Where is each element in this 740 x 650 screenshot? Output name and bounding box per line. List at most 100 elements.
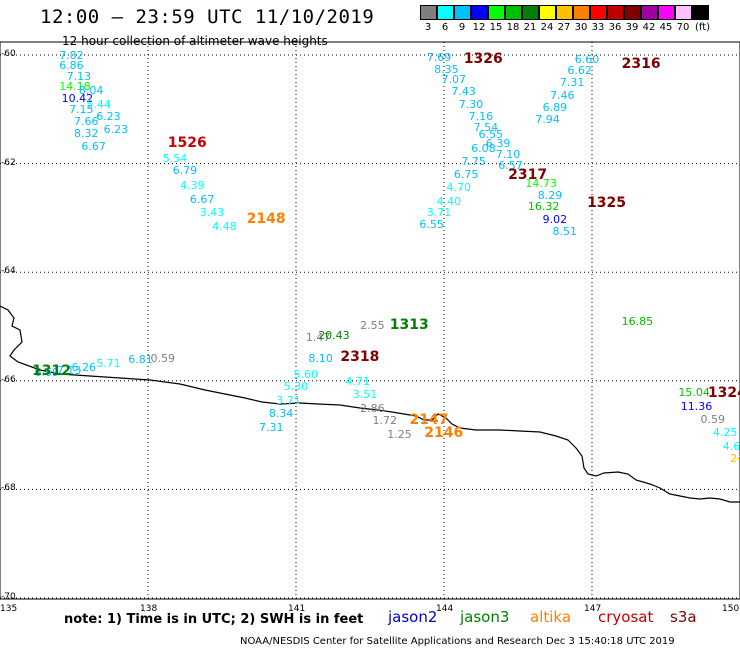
swh-value-label: 3.71 <box>426 206 452 220</box>
scale-swatch <box>675 5 692 20</box>
legend-s3a: s3a <box>670 608 697 626</box>
swh-value-label: 6.55 <box>419 218 444 232</box>
longitude-label: 141 <box>288 604 306 614</box>
swh-value-label: 24 <box>730 451 740 465</box>
swh-value-label: 6.67 <box>189 192 215 206</box>
swh-value-label: 6.89 <box>542 100 568 114</box>
legend-altika: altika <box>530 608 572 626</box>
swh-value-label: 6.60 <box>574 53 600 67</box>
swh-value-label: 7.30 <box>458 97 484 111</box>
scale-tick-label: 30 <box>574 22 588 33</box>
latitude-label: -64 <box>1 266 16 277</box>
legend-jason2: jason2 <box>388 608 438 626</box>
swh-value-label: 5.71 <box>96 357 121 371</box>
swh-value-label: 7.82 <box>59 49 84 62</box>
swh-value-label: 9.02 <box>542 212 568 226</box>
swh-value-label: 8.35 <box>434 62 459 76</box>
swh-value-label: 4.48 <box>212 220 237 234</box>
scale-swatch <box>607 5 624 20</box>
swh-value-label: 6.69 <box>34 365 60 379</box>
swh-value-label: 6.39 <box>485 136 511 150</box>
scale-swatch <box>539 5 556 20</box>
swh-value-label: 7.66 <box>74 115 99 129</box>
swh-value-label: 8.29 <box>537 188 563 202</box>
latitude-label: -62 <box>1 157 16 168</box>
swh-value-label: 3.43 <box>199 206 225 220</box>
scale-swatch <box>471 5 488 20</box>
longitude-label: 135 <box>0 604 18 614</box>
swh-value-label: 7.69 <box>426 50 452 64</box>
swh-value-label: 5.60 <box>293 367 319 381</box>
swh-value-label: 7.07 <box>441 73 467 87</box>
swh-value-label: 4.40 <box>436 194 462 208</box>
swh-value-label: 6.55 <box>478 127 504 141</box>
swh-value-label: 8.51 <box>552 224 578 238</box>
scale-tick-label: 33 <box>591 22 605 33</box>
pass-time-label: 1325 <box>587 194 627 211</box>
scale-tick-label: 21 <box>523 22 537 33</box>
pass-time-label: 1324 <box>707 384 740 401</box>
swh-value-label: 6.79 <box>172 164 198 178</box>
swh-value-label: 7.13 <box>56 363 82 377</box>
scale-tick-label: 9 <box>458 22 466 33</box>
swh-value-label: 7.16 <box>468 109 494 123</box>
antarctic-coastline <box>0 305 740 503</box>
pass-time-label: 2317 <box>508 167 548 184</box>
graticule-grid <box>0 42 740 599</box>
scale-tick-label: 15 <box>489 22 503 33</box>
swh-value-label: 6.08 <box>471 142 496 156</box>
swh-value-label: 6.67 <box>81 139 106 153</box>
footer-credit: NOAA/NESDIS Center for Satellite Applica… <box>240 636 675 647</box>
longitude-label: 150 <box>722 604 740 614</box>
swh-value-label: 15.04 <box>678 385 710 399</box>
swh-value-label: 7.46 <box>550 88 575 102</box>
longitude-label: 147 <box>584 604 602 614</box>
latitude-label: -70 <box>1 592 16 602</box>
scale-unit: (ft) <box>695 22 711 33</box>
swh-value-label: 8.34 <box>268 407 294 421</box>
scale-swatch <box>624 5 641 20</box>
footer-note: note: 1) Time is in UTC; 2) SWH is in fe… <box>64 612 364 627</box>
latitude-label: -66 <box>1 374 16 385</box>
swh-value-label: 7.31 <box>559 76 585 90</box>
swh-value-label: 20.43 <box>318 328 350 342</box>
swh-value-label: 14.73 <box>525 176 557 190</box>
swh-value-label: 16.85 <box>621 315 654 329</box>
swh-value-label: 7.54 <box>473 120 499 134</box>
swh-value-label: 8.32 <box>74 127 99 141</box>
swh-value-label: 1.47 <box>305 331 331 345</box>
swh-value-label: 3.71 <box>276 393 301 407</box>
longitude-label: 138 <box>140 604 158 614</box>
swh-value-label: 3.51 <box>352 388 378 402</box>
latitude-label: -68 <box>1 483 16 494</box>
pass-time-label: 2146 <box>424 425 464 442</box>
swh-value-label: 5.44 <box>86 97 111 111</box>
scale-swatch <box>556 5 573 20</box>
swh-value-label: 7.13 <box>66 69 92 83</box>
swh-value-label: 7.31 <box>259 420 284 434</box>
scale-tick-label: 27 <box>557 22 571 33</box>
swh-value-label: 16.32 <box>527 199 560 213</box>
scale-swatch <box>437 5 454 20</box>
scale-swatch <box>454 5 471 20</box>
scale-swatch <box>573 5 590 20</box>
swh-value-label: 6.57 <box>498 158 523 172</box>
pass-time-label: 1526 <box>167 134 207 151</box>
page-subtitle: 12 hour collection of altimeter wave hei… <box>62 34 328 48</box>
scale-tick-label: 3 <box>424 22 432 33</box>
scale-tick-label: 36 <box>608 22 622 33</box>
scale-tick-label: 45 <box>659 22 673 33</box>
swh-value-label: 2.55 <box>360 319 385 333</box>
swh-value-label: 7.10 <box>495 148 521 162</box>
swh-value-label: 7.94 <box>535 112 560 126</box>
swh-value-label: 4.39 <box>180 179 205 193</box>
swh-value-label: 0.59 <box>700 412 726 426</box>
swh-value-label: 8.10 <box>308 351 333 365</box>
swh-value-label: 1.25 <box>387 428 412 441</box>
swh-value-label: 7.15 <box>69 103 94 117</box>
swh-value-label: 6.86 <box>59 58 84 72</box>
swh-value-label: 6.75 <box>453 168 479 182</box>
page-title: 12:00 — 23:59 UTC 11/10/2019 <box>40 6 375 28</box>
swh-value-label: 4.68 <box>722 439 740 453</box>
